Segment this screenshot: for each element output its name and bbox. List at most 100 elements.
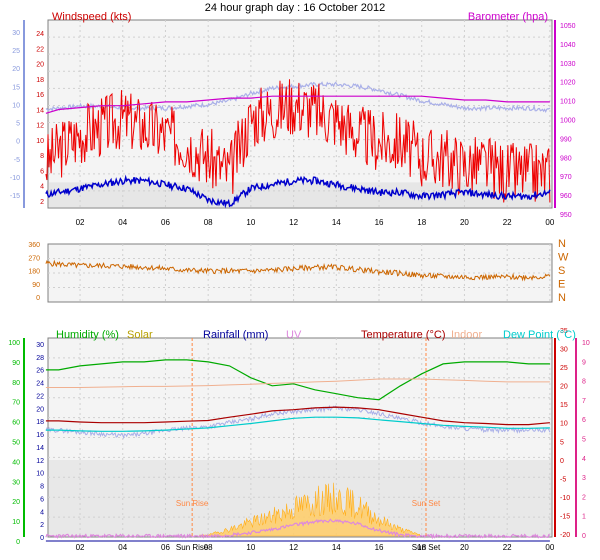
sun-rise-axis-label: Sun Rise	[176, 543, 209, 552]
solar-area	[199, 482, 420, 537]
direction-compass-tick: W	[558, 252, 569, 264]
sun-set-label: Sun Set	[412, 499, 441, 508]
windspeed-tick: 16	[36, 92, 44, 99]
rainfall-tick: 16	[36, 432, 44, 439]
windspeed-tick: 14	[36, 107, 44, 114]
windspeed-tick: 12	[36, 123, 44, 130]
humidity-tick: 40	[12, 459, 20, 466]
uv-tick: 5	[582, 437, 586, 444]
rainfall-tick: 4	[40, 509, 44, 516]
wind-x-tick: 00	[545, 218, 554, 227]
wind-shade-band	[49, 182, 551, 207]
humidity-tick: 80	[12, 380, 20, 387]
rainfall-tick: 24	[36, 381, 44, 388]
direction-degree-tick: 0	[36, 295, 40, 302]
windspeed-tick: 6	[40, 168, 44, 175]
wind-x-tick: 18	[417, 218, 426, 227]
climate-x-tick: 04	[118, 543, 127, 552]
wind-direction-line	[45, 259, 551, 282]
humidity-tick: 90	[12, 360, 20, 367]
temp-scale-tick: 20	[12, 66, 20, 73]
climate-x-tick: 00	[545, 543, 554, 552]
humidity-tick: 30	[12, 479, 20, 486]
uv-tick: 6	[582, 417, 586, 424]
wind-x-tick: 12	[289, 218, 298, 227]
uv-tick: 9	[582, 359, 586, 366]
barometer-tick: 990	[560, 136, 572, 143]
temperature-tick: 5	[560, 439, 564, 446]
humidity-line	[45, 359, 550, 401]
rainfall-legend-label: Rainfall (mm)	[203, 329, 268, 341]
rainfall-tick: 8	[40, 484, 44, 491]
wind-x-tick: 14	[332, 218, 341, 227]
wind-x-tick: 16	[375, 218, 384, 227]
dew-point-line	[45, 416, 550, 432]
temperature-tick: -10	[560, 495, 570, 502]
barometer-tick: 1000	[560, 118, 576, 125]
windspeed-axis-label: Windspeed (kts)	[52, 11, 131, 23]
rainfall-tick: 6	[40, 496, 44, 503]
climate-x-tick: 18	[417, 543, 426, 552]
rainfall-tick: 2	[40, 522, 44, 529]
windspeed-tick: 20	[36, 62, 44, 69]
solar-legend-label: Solar	[127, 329, 153, 341]
barometer-tick: 1010	[560, 99, 576, 106]
windspeed-tick: 10	[36, 138, 44, 145]
direction-degree-tick: 270	[28, 255, 40, 262]
climate-x-tick: 20	[460, 543, 469, 552]
barometer-tick: 1050	[560, 23, 576, 30]
humidity-tick: 10	[12, 519, 20, 526]
direction-compass-tick: N	[558, 292, 566, 304]
climate-x-tick: 02	[76, 543, 85, 552]
direction-degree-tick: 180	[28, 269, 40, 276]
temperature-tick: 0	[560, 458, 564, 465]
uv-tick: 3	[582, 475, 586, 482]
direction-degree-tick: 360	[28, 242, 40, 249]
rainfall-tick: 28	[36, 355, 44, 362]
temperature-tick: 15	[560, 402, 568, 409]
climate-x-tick: 16	[375, 543, 384, 552]
wind-x-tick: 04	[118, 218, 127, 227]
humidity-tick: 0	[16, 539, 20, 546]
humidity-legend-label: Humidity (%)	[56, 329, 119, 341]
barometer-tick: 1040	[560, 42, 576, 49]
humidity-tick: 60	[12, 420, 20, 427]
direction-compass-tick: N	[558, 238, 566, 250]
temperature-tick: -20	[560, 532, 570, 539]
wind-x-tick: 10	[246, 218, 255, 227]
rainfall-tick: 12	[36, 458, 44, 465]
temp-scale-tick: 5	[16, 121, 20, 128]
temperature-line	[45, 406, 550, 426]
uv-tick: 0	[582, 533, 586, 540]
barometer-tick: 1030	[560, 61, 576, 68]
windspeed-tick: 18	[36, 77, 44, 84]
rainfall-tick: 22	[36, 393, 44, 400]
barometer-tick: 1020	[560, 80, 576, 87]
indoor-legend-label: Indoor	[451, 329, 483, 341]
uv-line	[45, 518, 551, 540]
temperature-tick: 35	[560, 328, 568, 335]
direction-degree-tick: 90	[32, 282, 40, 289]
uv-legend-label: UV	[286, 329, 302, 341]
windspeed-tick: 4	[40, 184, 44, 191]
indoor-temperature-line	[45, 378, 550, 388]
windspeed-tick: 22	[36, 46, 44, 53]
chart-title: 24 hour graph day : 16 October 2012	[205, 2, 385, 14]
temp-scale-tick: -5	[14, 157, 20, 164]
rainfall-tick: 30	[36, 342, 44, 349]
temperature-tick: 10	[560, 421, 568, 428]
wind-x-tick: 08	[204, 218, 213, 227]
temperature-tick: 25	[560, 365, 568, 372]
climate-x-tick: 14	[332, 543, 341, 552]
temperature-tick: 20	[560, 384, 568, 391]
sun-set-axis-label: Sun Set	[412, 543, 441, 552]
temperature-legend-label: Temperature (°C)	[361, 329, 445, 341]
climate-x-tick: 22	[503, 543, 512, 552]
rainfall-tick: 20	[36, 406, 44, 413]
rainfall-tick: 18	[36, 419, 44, 426]
windspeed-tick: 2	[40, 199, 44, 206]
uv-tick: 8	[582, 379, 586, 386]
uv-tick: 7	[582, 398, 586, 405]
